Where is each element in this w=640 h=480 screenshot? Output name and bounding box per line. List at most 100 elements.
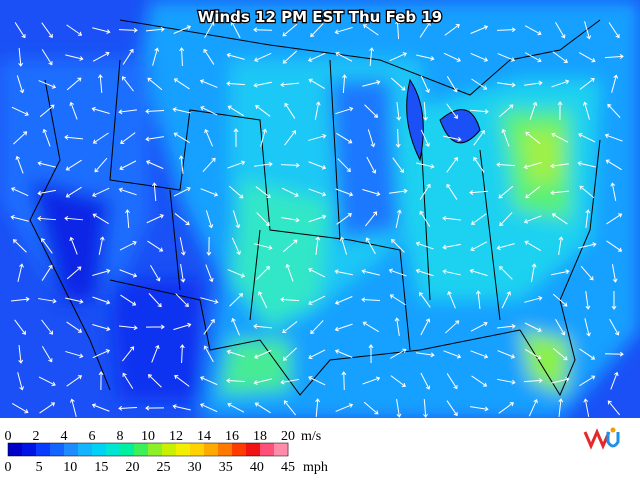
wind-arrow: [65, 159, 82, 171]
wind-arrow: [342, 74, 347, 94]
wind-arrow: [335, 403, 354, 412]
wind-arrow: [64, 134, 84, 140]
wind-arrow: [443, 135, 462, 142]
wind-arrow: [388, 268, 407, 277]
legend: 0 2 4 6 8 10 12 14 16 18 20 m/s 0 5 10 15 20 25 30 35 40 45 mp…: [5, 429, 328, 475]
wind-arrow: [443, 350, 462, 359]
wind-arrow: [118, 325, 138, 331]
wind-arrow: [446, 157, 458, 173]
wind-arrow: [145, 108, 165, 114]
wind-arrow: [337, 158, 351, 173]
wind-arrow: [415, 241, 434, 250]
wind-arrow: [65, 297, 84, 304]
wind-arrow: [41, 264, 53, 281]
wind-arrow: [334, 26, 353, 35]
wind-arrow: [254, 52, 272, 62]
wind-arrow: [446, 400, 458, 417]
wind-arrow: [280, 378, 299, 385]
wind-arrow: [604, 133, 623, 142]
wind-arrow: [335, 188, 354, 197]
color-swatch: [22, 443, 37, 456]
wind-arrow: [148, 293, 162, 308]
wind-arrow: [555, 21, 566, 39]
wind-arrow: [173, 78, 190, 90]
wind-arrow: [283, 400, 296, 416]
wind-arrow: [66, 375, 83, 387]
wind-arrow: [229, 293, 244, 307]
color-swatch: [92, 443, 107, 456]
wind-arrow: [226, 52, 245, 60]
wind-arrow: [582, 101, 590, 120]
wind-arrow: [91, 106, 110, 114]
wind-arrow: [339, 236, 348, 255]
wind-arrow: [66, 321, 83, 333]
wind-arrow: [179, 344, 185, 364]
wind-arrow: [336, 132, 353, 144]
wind-arrow: [498, 185, 514, 199]
wind-arrow: [557, 101, 563, 121]
mph-tick-label: 25: [157, 460, 171, 475]
wind-arrow: [580, 265, 594, 281]
ms-tick-label: 4: [61, 429, 68, 444]
wind-arrow: [364, 104, 379, 118]
wind-arrow: [550, 163, 569, 169]
wind-arrow: [10, 296, 30, 302]
wind-arrow: [18, 344, 24, 364]
wind-arrow: [525, 131, 541, 144]
wind-arrow: [362, 376, 381, 385]
wind-arrow: [282, 50, 298, 64]
wind-arrow: [498, 402, 514, 414]
wind-arrow: [280, 297, 300, 302]
wind-arrow: [552, 51, 568, 63]
wind-arrow: [552, 347, 568, 361]
wind-arrow: [607, 103, 621, 118]
wind-arrow: [551, 269, 570, 276]
wind-arrow: [255, 105, 271, 117]
wind-arrow: [64, 215, 84, 221]
wind-arrow: [605, 159, 622, 171]
wind-arrow: [334, 269, 353, 276]
wind-arrow: [335, 51, 353, 62]
wind-arrow: [172, 107, 191, 114]
wind-arrow: [98, 236, 105, 255]
wind-arrow: [608, 22, 620, 39]
ms-tick-label: 6: [89, 429, 96, 444]
wind-arrow: [119, 269, 138, 278]
wind-arrow: [121, 76, 134, 92]
wind-arrow: [175, 293, 189, 308]
wind-arrow: [469, 268, 488, 277]
wind-arrow: [14, 319, 26, 335]
wind-arrow: [609, 318, 620, 336]
wind-arrow: [179, 237, 186, 256]
wind-arrow: [65, 54, 84, 61]
wind-arrow: [92, 268, 111, 276]
wind-arrow: [551, 377, 570, 384]
wind-arrow: [147, 77, 163, 91]
logo: [583, 427, 620, 450]
wind-arrow: [260, 128, 268, 147]
wind-arrow: [125, 209, 130, 229]
wind-arrow: [253, 349, 272, 359]
wind-arrow: [585, 291, 591, 310]
wind-arrow: [524, 25, 542, 36]
wind-arrow: [442, 243, 461, 250]
wind-arrow: [39, 104, 55, 118]
wind-arrow: [173, 25, 192, 34]
wind-arrow: [308, 267, 326, 278]
wind-arrow: [497, 378, 516, 385]
wind-arrow: [173, 132, 190, 144]
color-bar-frame: [7, 442, 289, 457]
wind-arrow: [308, 349, 326, 360]
wind-arrow: [200, 403, 218, 413]
wind-arrow: [496, 243, 515, 251]
wind-arrow: [499, 212, 513, 227]
wind-arrow: [604, 54, 624, 59]
wind-arrow: [369, 47, 375, 67]
wind-arrow: [92, 27, 111, 34]
wind-arrow: [147, 240, 164, 252]
wind-arrow: [395, 20, 401, 40]
wind-arrow: [38, 298, 57, 304]
wind-arrow: [610, 182, 617, 201]
wind-arrow: [282, 347, 297, 361]
wind-arrow: [469, 190, 489, 195]
